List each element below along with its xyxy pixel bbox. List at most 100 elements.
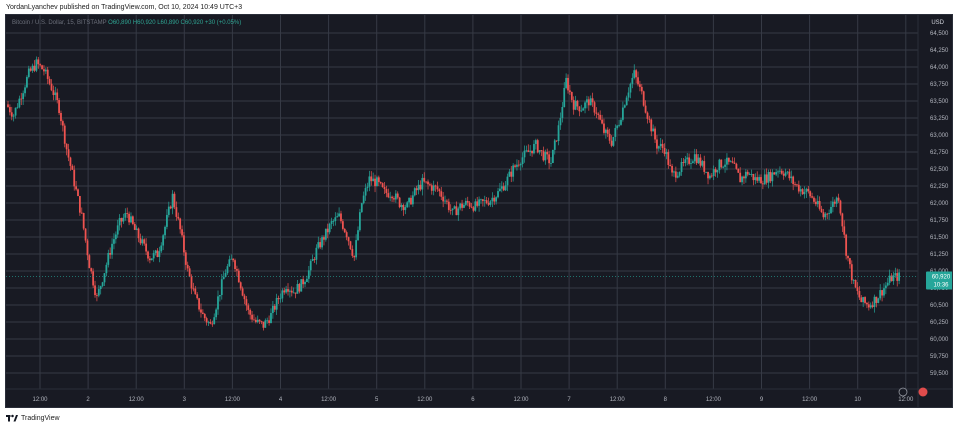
candle-body	[792, 176, 795, 185]
candle-body	[652, 128, 655, 132]
symbol-name[interactable]: Bitcoin / U.S. Dollar, 15, BITSTAMP	[12, 20, 107, 26]
candle-body	[41, 65, 43, 70]
candle-body	[20, 98, 23, 100]
candle-body	[833, 201, 836, 204]
candle-body	[429, 184, 431, 186]
candle-body	[612, 136, 615, 146]
candle-body	[226, 266, 229, 274]
candle-body	[822, 212, 825, 218]
x-tick-label: 6	[471, 397, 475, 403]
y-tick-label: 63,250	[930, 116, 949, 122]
candle-body	[466, 200, 469, 203]
candle-body	[46, 69, 49, 79]
candle-body	[311, 258, 314, 262]
candle-body	[147, 251, 149, 259]
x-tick-label: 9	[760, 397, 764, 403]
candle-body	[604, 129, 607, 133]
candle-body	[453, 206, 456, 209]
candle-body	[858, 291, 861, 298]
candle-body	[326, 228, 329, 233]
candle-body	[67, 149, 70, 158]
candle-body	[90, 268, 93, 272]
x-tick-label: 2	[86, 397, 90, 403]
candle-body	[627, 92, 630, 98]
candle-body	[400, 204, 403, 208]
candle-body	[224, 273, 227, 278]
candle-body	[890, 275, 893, 282]
candle-body	[758, 177, 761, 181]
candle-body	[875, 296, 878, 303]
y-tick-label: 61,500	[930, 235, 949, 241]
candle-body	[888, 275, 891, 283]
candle-body	[175, 207, 178, 217]
candle-body	[285, 289, 288, 293]
candle-body	[26, 77, 28, 88]
candle-body	[78, 196, 81, 213]
candle-body	[353, 255, 356, 258]
y-tick-label: 64,250	[930, 48, 949, 54]
candle-body	[77, 189, 79, 197]
y-tick-label: 61,750	[930, 218, 949, 224]
candle-body	[881, 290, 883, 296]
candle-body	[183, 235, 185, 253]
candle-body	[754, 177, 757, 181]
candle-body	[831, 201, 834, 207]
candle-body	[733, 162, 736, 164]
candle-body	[292, 292, 295, 294]
candle-body	[294, 292, 297, 294]
candle-body	[898, 272, 901, 281]
candle-body	[338, 213, 340, 217]
candle-body	[302, 279, 305, 285]
candle-body	[782, 173, 785, 176]
candle-body	[657, 146, 660, 149]
candle-body	[752, 173, 755, 181]
candle-body	[423, 177, 426, 182]
candle-body	[578, 106, 581, 112]
candle-body	[376, 177, 378, 187]
candle-body	[533, 143, 535, 154]
publisher-caption: YordanLyanchev published on TradingView.…	[6, 4, 243, 11]
x-tick-label: 10	[854, 397, 861, 403]
candle-body	[512, 165, 515, 177]
y-tick-label: 62,250	[930, 184, 949, 190]
candle-body	[196, 294, 199, 299]
candle-body	[379, 182, 382, 184]
y-tick-label: 61,250	[930, 252, 949, 258]
candle-body	[249, 309, 252, 315]
candle-body	[654, 128, 656, 140]
candle-body	[80, 212, 83, 214]
candle-body	[646, 112, 649, 119]
candle-body	[360, 203, 363, 213]
candle-body	[620, 119, 622, 125]
candle-body	[691, 161, 694, 164]
candle-body	[413, 188, 416, 196]
candle-body	[635, 70, 638, 78]
candle-body	[805, 188, 808, 192]
candle-body	[591, 98, 594, 103]
currency-label[interactable]: USD	[931, 20, 944, 26]
candle-body	[14, 107, 17, 116]
candle-body	[366, 186, 369, 188]
candle-body	[446, 200, 448, 202]
candle-body	[96, 295, 98, 296]
chart-panel[interactable]: 64,500 64,250 64,000 63,750 63,500 63,250 63,0…	[5, 14, 953, 408]
candle-body	[824, 213, 827, 218]
candle-body	[595, 112, 598, 114]
candle-body	[444, 200, 446, 202]
candle-body	[771, 172, 774, 182]
candle-body	[328, 223, 331, 233]
candle-body	[372, 178, 375, 182]
candle-body	[84, 228, 87, 241]
footer-brand[interactable]: TradingView	[6, 414, 60, 422]
candle-body	[864, 297, 866, 303]
alert-badge-icon[interactable]	[918, 387, 928, 397]
timezone-clock-icon[interactable]	[898, 387, 908, 397]
candle-body	[130, 216, 132, 223]
candle-body	[228, 259, 231, 267]
candle-body	[673, 171, 675, 173]
candlestick-chart[interactable]: 64,500 64,250 64,000 63,750 63,500 63,250 63,0…	[6, 15, 952, 407]
candle-body	[113, 239, 115, 244]
candle-body	[476, 201, 479, 206]
candle-body	[266, 320, 269, 322]
symbol-legend[interactable]: Bitcoin / U.S. Dollar, 15, BITSTAMP O60,…	[12, 20, 241, 26]
